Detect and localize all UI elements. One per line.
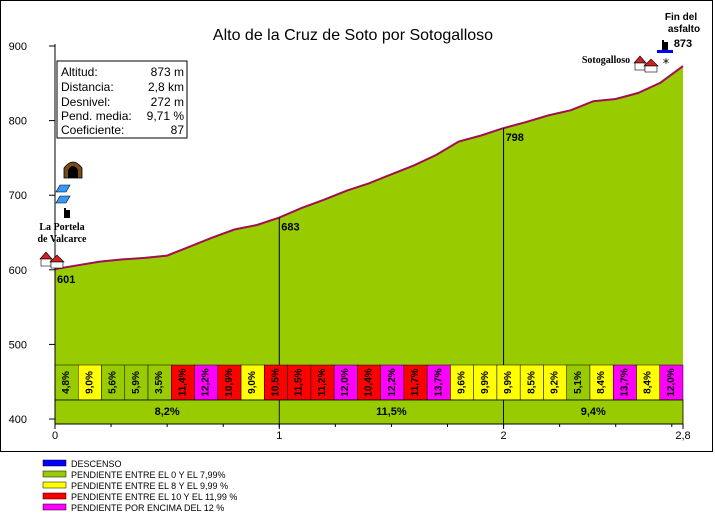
gradient-label: 11,4% bbox=[177, 368, 188, 396]
gradient-label: 5,1% bbox=[573, 371, 584, 394]
legend-swatch bbox=[42, 503, 67, 511]
x-tick-label: 2 bbox=[501, 430, 507, 442]
profile-area bbox=[55, 66, 683, 365]
legend-label: PENDIENTE ENTRE EL 8 Y EL 9,99 % bbox=[71, 481, 228, 491]
altitude-labels: 601 683 798 873 bbox=[57, 38, 692, 286]
legend-label: DESCENSO bbox=[71, 459, 122, 469]
gradient-label: 13,7% bbox=[433, 368, 444, 396]
chart-title: Alto de la Cruz de Soto por Sotogalloso bbox=[213, 27, 493, 44]
gradient-label: 12,0% bbox=[340, 368, 351, 396]
km-average-cell bbox=[503, 399, 684, 425]
axes: 400 500 600 700 800 900 0 1 2 2,8 bbox=[9, 41, 691, 442]
start-place: La Portela de Valcarce bbox=[38, 161, 88, 269]
gradient-label: 12,2% bbox=[201, 368, 212, 396]
y-tick-label: 600 bbox=[9, 265, 27, 277]
end-of-asphalt-line1: Fin del bbox=[665, 12, 697, 23]
gradient-label: 13,7% bbox=[619, 368, 630, 396]
profile-line bbox=[54, 65, 684, 271]
gradient-band: 4,8% 9,0% 5,6% 5,9% 3,5% 11,4% 12,2% 10,9% 9,0% 1… bbox=[54, 364, 684, 401]
tunnel-icon bbox=[63, 161, 83, 179]
church-icon bbox=[662, 40, 668, 50]
gradient-label: 4,8% bbox=[61, 371, 72, 394]
village-icon bbox=[633, 55, 659, 73]
gradient-label: 10,5% bbox=[270, 368, 281, 396]
km-average-label: 9,4% bbox=[581, 406, 606, 418]
gradient-label: 9,9% bbox=[480, 371, 491, 394]
legend-label: PENDIENTE ENTRE EL 10 Y EL 11,99 % bbox=[71, 492, 237, 502]
start-place-name-line2: de Valcarce bbox=[38, 234, 88, 245]
gradient-label: 11,2% bbox=[317, 368, 328, 396]
gradient-label: 10,4% bbox=[364, 368, 375, 396]
y-tick-label: 500 bbox=[9, 339, 27, 351]
gradient-label: 11,5% bbox=[294, 368, 305, 396]
info-altitude-label: Altitud: bbox=[61, 65, 98, 79]
info-avg-grade-value: 9,71 % bbox=[147, 109, 185, 123]
gradient-label: 5,6% bbox=[108, 371, 119, 394]
info-elevation-gain-value: 272 m bbox=[151, 95, 184, 109]
summit-places: Sotogalloso Fin del asfalto * bbox=[582, 12, 700, 73]
x-tick-label: 1 bbox=[276, 430, 282, 442]
y-tick-label: 900 bbox=[9, 41, 27, 53]
y-tick-label: 700 bbox=[9, 190, 27, 202]
km-average-cell bbox=[278, 399, 504, 425]
gradient-label: 11,7% bbox=[410, 368, 421, 396]
gradient-label: 9,6% bbox=[457, 371, 468, 394]
gradient-label: 9,0% bbox=[247, 371, 258, 394]
gradient-label: 8,5% bbox=[526, 371, 537, 394]
info-coefficient-value: 87 bbox=[171, 123, 185, 137]
gradient-label: 10,9% bbox=[224, 368, 235, 396]
legend-swatch bbox=[42, 470, 67, 478]
star-icon: * bbox=[663, 57, 670, 72]
x-tick-label: 2,8 bbox=[675, 430, 690, 442]
info-distance-value: 2,8 km bbox=[148, 80, 184, 94]
info-elevation-gain-label: Desnivel: bbox=[61, 95, 110, 109]
info-coefficient-label: Coeficiente: bbox=[61, 123, 124, 137]
legend-label: PENDIENTE ENTRE EL 0 Y EL 7,99% bbox=[71, 470, 226, 480]
altitude-label: 873 bbox=[674, 38, 692, 50]
km-average-cell bbox=[54, 399, 280, 425]
gradient-label: 9,9% bbox=[503, 371, 514, 394]
gradient-label: 12,2% bbox=[387, 368, 398, 396]
altitude-label: 798 bbox=[506, 132, 524, 144]
y-tick-label: 800 bbox=[9, 116, 27, 128]
end-of-asphalt-line2: asfalto bbox=[668, 24, 700, 35]
legend-label: PENDIENTE POR ENCIMA DEL 12 % bbox=[71, 503, 224, 513]
church-icon bbox=[64, 208, 70, 218]
gradient-label: 9,2% bbox=[550, 371, 561, 394]
altitude-label: 683 bbox=[281, 222, 299, 234]
legend-swatch bbox=[42, 481, 67, 489]
info-box-frame bbox=[56, 60, 188, 139]
info-avg-grade-label: Pend. media: bbox=[61, 109, 132, 123]
km-average-label: 8,2% bbox=[155, 406, 180, 418]
bridge-icon bbox=[55, 184, 71, 204]
info-distance-label: Distancia: bbox=[61, 80, 114, 94]
x-tick-label: 0 bbox=[52, 430, 58, 442]
gradient-label: 12,0% bbox=[666, 368, 677, 396]
altitude-label: 601 bbox=[57, 274, 75, 286]
gradient-label: 8,4% bbox=[596, 371, 607, 394]
legend-swatch bbox=[42, 459, 67, 467]
start-place-name-line1: La Portela bbox=[39, 222, 84, 233]
gradient-label: 8,4% bbox=[643, 371, 654, 394]
info-altitude-value: 873 m bbox=[151, 65, 184, 79]
legend-swatch bbox=[42, 492, 67, 500]
info-box: Altitud: 873 m Distancia: 2,8 km Desnive… bbox=[56, 60, 188, 139]
end-marker-icon bbox=[657, 50, 673, 53]
sotogalloso-name: Sotogalloso bbox=[582, 55, 630, 66]
gradient-label: 5,9% bbox=[131, 371, 142, 394]
km-average-band: 8,2% 11,5% 9,4% bbox=[54, 399, 684, 425]
gradient-label: 3,5% bbox=[154, 371, 165, 394]
village-icon bbox=[39, 251, 65, 269]
gradient-label: 9,0% bbox=[84, 371, 95, 394]
km-average-label: 11,5% bbox=[376, 406, 407, 418]
y-tick-label: 400 bbox=[9, 414, 27, 426]
